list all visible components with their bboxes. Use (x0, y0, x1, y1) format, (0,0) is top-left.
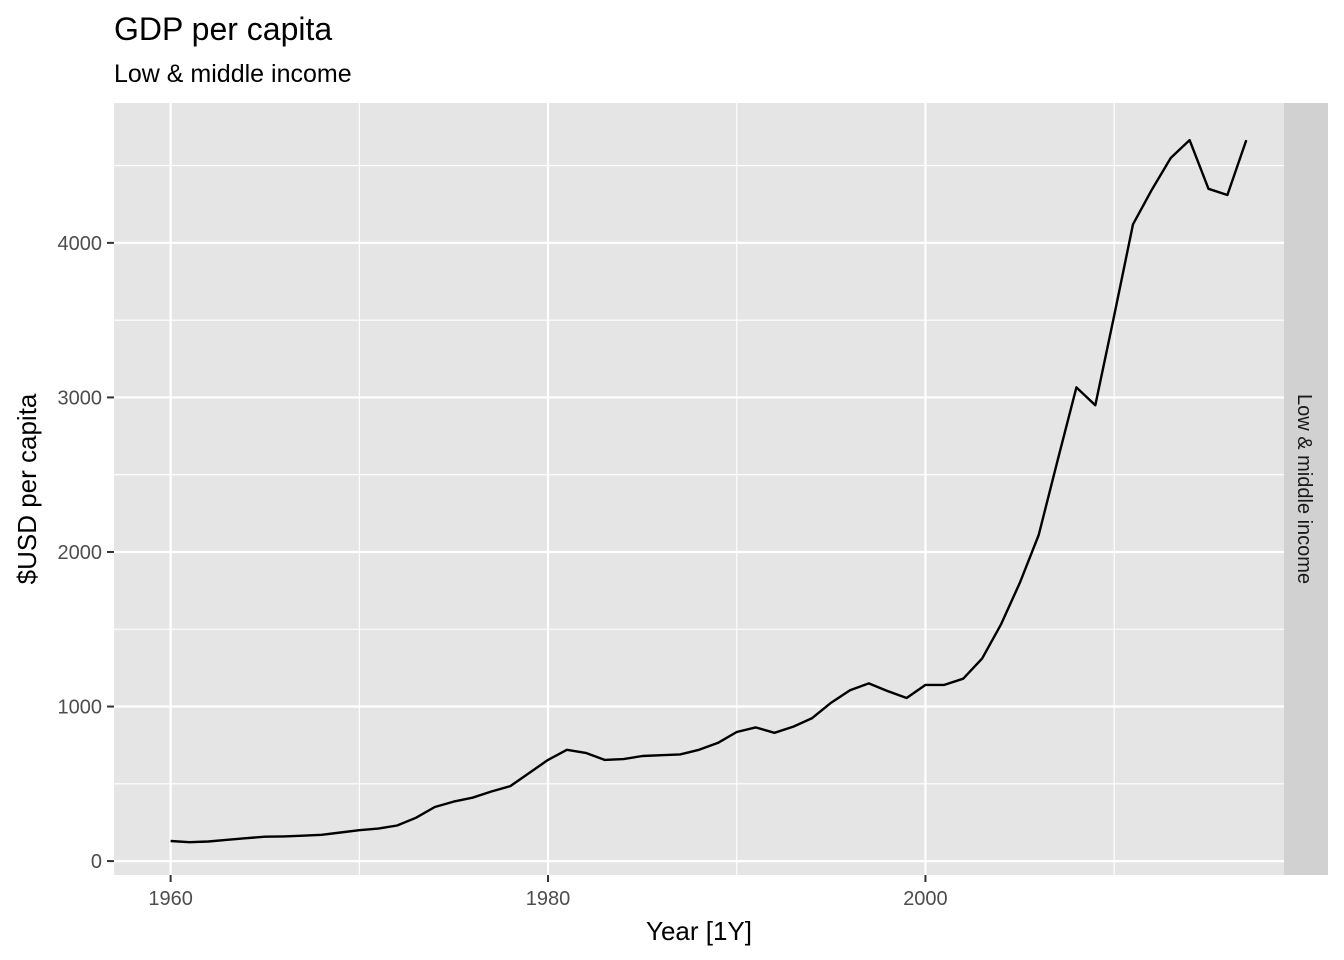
x-tick-label: 1980 (526, 888, 571, 910)
plot-panel (114, 103, 1284, 875)
x-axis: 1960 1980 2000 (148, 875, 948, 910)
major-gridlines (114, 103, 1284, 875)
series-layer (170, 138, 1248, 844)
chart-subtitle: Low & middle income (114, 60, 352, 88)
series-line (170, 138, 1248, 844)
y-axis-title: $USD per capita (12, 393, 42, 584)
y-tick-label: 4000 (58, 233, 103, 255)
minor-gridlines (114, 103, 1284, 875)
y-tick-label: 1000 (58, 697, 103, 719)
x-axis-title: Year [1Y] (646, 916, 752, 946)
y-tick-label: 2000 (58, 542, 103, 564)
facet-strip-label: Low & middle income (1293, 394, 1315, 584)
x-tick-label: 1960 (148, 888, 193, 910)
y-tick-label: 0 (91, 851, 102, 873)
y-tick-label: 3000 (58, 387, 103, 409)
facet-strip (1284, 103, 1328, 875)
x-tick-label: 2000 (903, 888, 948, 910)
y-axis: 0 1000 2000 3000 4000 (58, 233, 114, 873)
chart-title: GDP per capita (114, 11, 332, 47)
